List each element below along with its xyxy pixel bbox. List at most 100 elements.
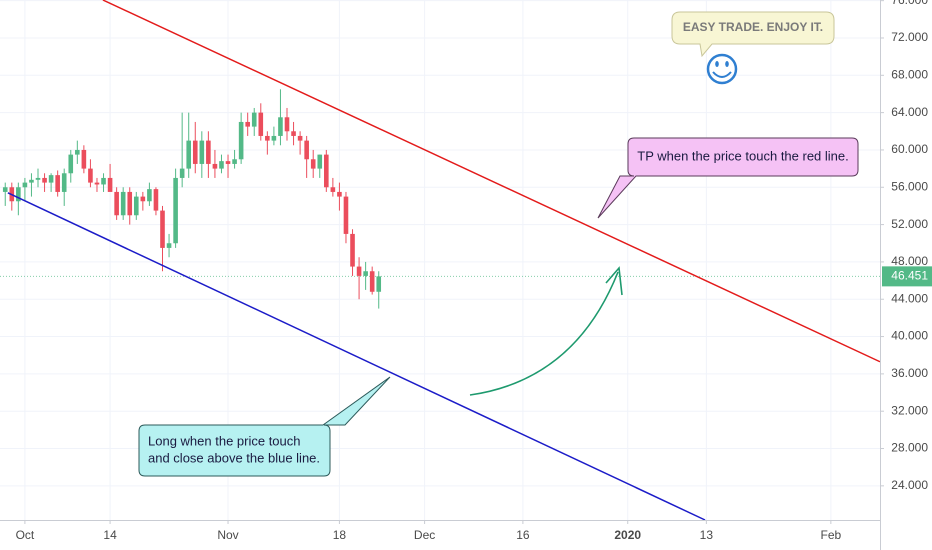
x-tick-label: Feb [821, 528, 842, 542]
callout-box [138, 376, 391, 477]
callout-text: EASY TRADE. ENJOY IT. [683, 20, 823, 34]
candle-body [35, 177, 41, 180]
candle-body [363, 271, 368, 276]
candle-body [265, 135, 270, 141]
candle-body [238, 121, 244, 160]
candle-body [245, 121, 250, 127]
candle-body [94, 182, 100, 185]
y-tick-label: 52.000 [891, 217, 928, 231]
x-tick-label: Oct [16, 528, 35, 542]
x-tick-label: 18 [333, 528, 347, 542]
candle-body [330, 187, 336, 192]
x-tick-label: Dec [414, 528, 435, 542]
candle-body [258, 112, 264, 136]
y-tick-label: 76.000 [891, 0, 928, 7]
candle-body [284, 117, 290, 132]
candle-body [153, 189, 159, 211]
candle-body [324, 154, 329, 188]
smiley [706, 53, 738, 85]
candle-body [166, 243, 172, 248]
callout-text: and close above the blue line. [148, 450, 320, 465]
candle-body [219, 161, 224, 169]
candle-body [251, 112, 257, 127]
candle-body [212, 163, 218, 169]
callout: EASY TRADE. ENJOY IT. [671, 11, 835, 58]
candle-body [350, 233, 355, 267]
y-tick-label: 64.000 [891, 105, 928, 119]
candle-body [2, 187, 8, 192]
candle-body [317, 154, 323, 169]
axes: 24.000 28.000 32.000 36.000 40.000 44.000 48.0… [16, 0, 932, 542]
candle-body [55, 175, 60, 192]
candle-body [16, 187, 21, 202]
candle-body [310, 159, 316, 169]
y-tick-label: 36.000 [891, 366, 928, 380]
arrow-head [605, 266, 623, 296]
candle-body [88, 168, 93, 183]
callout: Long when the price touch and close abov… [138, 376, 391, 477]
candle-body [61, 173, 67, 192]
x-tick-label: 2020 [614, 528, 641, 542]
candle-body [81, 149, 87, 169]
candle-body [107, 177, 113, 192]
callout-text: Long when the price touch [148, 433, 301, 448]
trend-line [7, 192, 706, 521]
candle-body [232, 159, 237, 164]
y-tick-label: 56.000 [891, 179, 928, 193]
candle-body [101, 177, 106, 185]
y-tick-label: 68.000 [891, 67, 928, 81]
candle-body [337, 191, 342, 197]
candle-body [42, 177, 47, 183]
y-tick-label: 44.000 [891, 291, 928, 305]
candle-body [75, 149, 80, 155]
x-tick-label: 16 [516, 528, 530, 542]
candle-body [225, 161, 231, 164]
candle-body [376, 276, 382, 292]
y-tick-label: 32.000 [891, 403, 928, 417]
x-tick-label: 14 [103, 528, 117, 542]
plot [0, 0, 881, 521]
candle-body [48, 175, 54, 183]
x-tick-label: 13 [700, 528, 714, 542]
candle-body [68, 154, 74, 174]
candle-body [186, 140, 192, 169]
y-tick-label: 28.000 [891, 441, 928, 455]
candle-body [133, 196, 139, 216]
candle-body [114, 191, 119, 216]
x-tick-label: Nov [217, 528, 238, 542]
candle-body [356, 266, 362, 276]
candle-body [369, 271, 375, 292]
callout: TP when the price touch the red line. [597, 137, 859, 219]
candle-body [29, 179, 34, 183]
candle-body [120, 191, 126, 216]
candle-body [192, 140, 198, 164]
y-tick-label: 48.000 [891, 254, 928, 268]
arrow [469, 271, 619, 396]
candle-body [22, 182, 28, 188]
candle-body [160, 210, 165, 248]
y-tick-label: 72.000 [891, 30, 928, 44]
candle-body [173, 177, 178, 244]
grid [0, 0, 880, 520]
callout-text: TP when the price touch the red line. [637, 148, 849, 163]
candle-body [140, 196, 146, 202]
y-tick-label: 40.000 [891, 329, 928, 343]
candle-body [147, 189, 152, 202]
candle-body [304, 140, 309, 160]
callout-box [597, 137, 859, 219]
trend-line [102, 0, 881, 363]
candle-body [278, 117, 283, 136]
last-price-box [882, 266, 932, 287]
y-tick-label: 60.000 [891, 142, 928, 156]
candle-body [206, 140, 211, 164]
candle-body [127, 191, 133, 216]
candle-body [343, 196, 349, 234]
candle-body [291, 131, 296, 136]
candle-body [297, 135, 303, 141]
y-tick-label: 24.000 [891, 478, 928, 492]
callout-box [671, 11, 835, 58]
candle-body [199, 140, 205, 164]
candle-body [179, 168, 185, 178]
last-price-label: 46.451 [891, 269, 928, 283]
